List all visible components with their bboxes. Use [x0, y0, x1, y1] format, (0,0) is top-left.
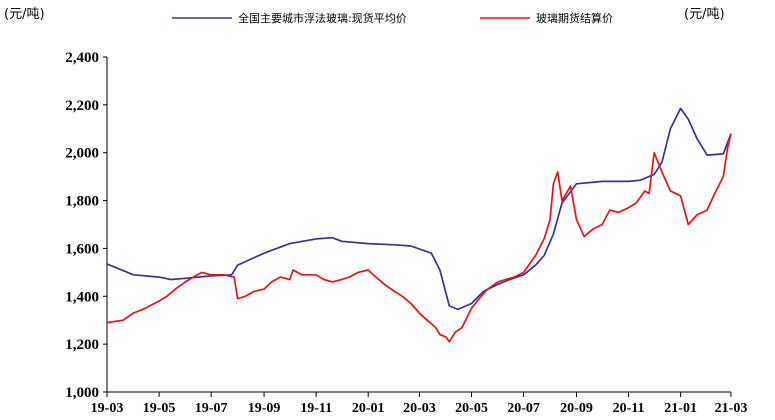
y-axis-unit-left: (元/吨): [4, 7, 45, 22]
x-tick-label: 19-09: [248, 401, 281, 416]
x-axis: 19-03 19-05 19-07 19-09 19-11 20-01 20-03 20-05…: [91, 391, 748, 416]
legend-label-spot-price: 全国主要城市浮法玻璃:现货平均价: [238, 11, 407, 25]
y-axis: 1,000 1,200 1,400 1,600 1,800 2,000 2,200 2,400: [65, 50, 108, 401]
x-tick-label: 20-09: [560, 401, 593, 416]
y-tick-label: 1,400: [65, 289, 99, 305]
x-tick-label: 20-01: [352, 401, 385, 416]
x-tick-label: 21-03: [715, 401, 748, 416]
y-tick-label: 2,000: [65, 146, 99, 162]
legend-label-futures-price: 玻璃期货结算价: [536, 11, 613, 25]
y-tick-label: 1,200: [65, 337, 99, 353]
series-line-futures-price: [106, 133, 732, 343]
legend: 全国主要城市浮法玻璃:现货平均价 玻璃期货结算价: [172, 11, 613, 25]
x-tick-label: 19-07: [195, 401, 228, 416]
x-tick-label: 19-05: [143, 401, 176, 416]
x-tick-label: 19-03: [91, 401, 124, 416]
y-tick-label: 1,600: [65, 241, 99, 257]
y-tick-label: 1,000: [65, 385, 99, 401]
x-tick-label: 20-07: [507, 401, 540, 416]
series-layer: [106, 107, 732, 343]
y-tick-label: 1,800: [65, 194, 99, 210]
x-tick-label: 20-03: [403, 401, 436, 416]
x-tick-label: 21-01: [664, 401, 697, 416]
y-axis-unit-right: (元/吨): [684, 7, 725, 22]
x-tick-label: 20-11: [613, 401, 645, 416]
y-tick-label: 2,200: [65, 98, 99, 114]
x-tick-label: 20-05: [455, 401, 488, 416]
series-line-spot-price: [106, 107, 732, 311]
x-tick-label: 19-11: [300, 401, 332, 416]
y-tick-label: 2,400: [65, 50, 99, 66]
